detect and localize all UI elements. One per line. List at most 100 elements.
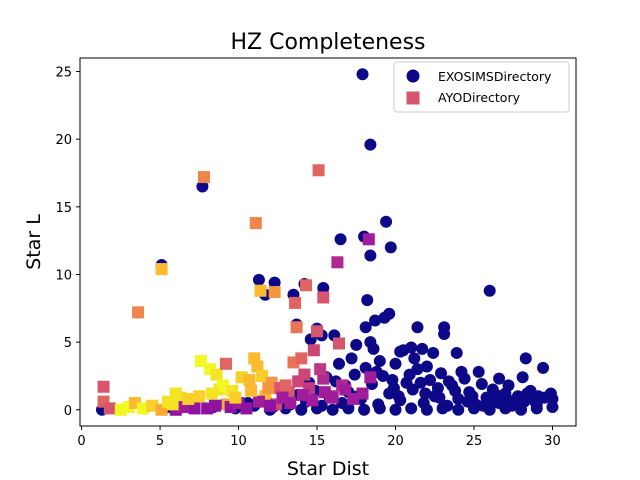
data-point-ayo (188, 402, 201, 415)
legend: EXOSIMSDirectory AYODirectory (393, 61, 570, 113)
x-tick-label: 10 (230, 434, 247, 449)
data-point-exosims (334, 233, 347, 246)
data-point-exosims (424, 374, 437, 386)
data-point-exosims (414, 376, 427, 389)
data-point-exosims (364, 138, 377, 151)
data-point-exosims (521, 387, 534, 400)
data-point-ayo (155, 263, 168, 276)
legend-box (393, 61, 570, 113)
data-point-exosims (472, 365, 485, 378)
data-point-exosims (364, 249, 377, 262)
data-point-exosims (436, 402, 449, 415)
data-point-exosims (345, 352, 358, 365)
data-point-ayo (146, 399, 159, 412)
plot-frame (79, 57, 577, 427)
data-point-ayo (256, 369, 269, 382)
data-point-exosims (477, 399, 490, 412)
data-point-ayo (216, 379, 229, 392)
data-point-ayo (193, 390, 206, 403)
data-point-exosims (268, 276, 281, 289)
data-point-ayo (254, 284, 267, 297)
data-point-ayo (194, 355, 207, 368)
data-point-ayo (198, 171, 210, 184)
data-point-exosims (537, 361, 550, 374)
x-tick-label: 20 (387, 434, 404, 449)
data-point-ayo (279, 379, 292, 392)
data-point-exosims (458, 372, 471, 385)
data-point-ayo (312, 164, 325, 177)
data-point-exosims (389, 357, 402, 370)
data-point-ayo (243, 374, 256, 386)
data-point-exosims (420, 403, 433, 416)
data-point-exosims (373, 402, 386, 415)
data-point-exosims (350, 338, 363, 351)
data-point-ayo (295, 352, 308, 365)
data-point-exosims (367, 342, 380, 355)
data-point-exosims (546, 401, 559, 414)
data-point-exosims (383, 307, 396, 320)
data-point-ayo (314, 363, 327, 376)
data-point-ayo (251, 360, 264, 373)
data-point-exosims (475, 378, 488, 391)
data-point-exosims (384, 241, 397, 254)
legend-marker-exosims (406, 69, 420, 83)
data-point-exosims (489, 388, 502, 401)
data-point-exosims (342, 402, 355, 415)
data-point-exosims (538, 391, 551, 404)
data-point-ayo (103, 402, 116, 415)
data-point-ayo (97, 380, 110, 393)
data-point-ayo (268, 286, 281, 299)
data-point-exosims (317, 282, 330, 294)
data-point-ayo (229, 391, 242, 404)
data-point-ayo (332, 337, 345, 350)
data-point-exosims (461, 395, 474, 408)
data-point-ayo (136, 402, 149, 415)
data-point-exosims (450, 346, 463, 359)
data-point-ayo (210, 368, 223, 381)
data-point-ayo (364, 371, 377, 384)
data-point-exosims (406, 383, 419, 396)
data-point-exosims (392, 390, 405, 403)
data-point-ayo (356, 387, 369, 400)
x-tick-label: 0 (77, 434, 85, 449)
data-point-exosims (452, 403, 465, 416)
data-point-ayo (245, 384, 258, 397)
data-point-ayo (219, 357, 232, 370)
legend-label-exosims: EXOSIMSDirectory (438, 69, 552, 84)
x-tick-label: 15 (309, 434, 326, 449)
data-point-ayo (284, 397, 297, 409)
data-point-ayo (339, 383, 352, 396)
data-point-ayo (132, 306, 145, 319)
y-axis: 0 5 10 15 20 25 (55, 66, 80, 419)
data-point-exosims (449, 384, 462, 397)
data-point-ayo (300, 279, 313, 292)
data-point-ayo (208, 399, 221, 412)
data-point-exosims (499, 402, 512, 415)
data-point-exosims (332, 357, 345, 370)
data-point-exosims (433, 391, 446, 404)
data-point-exosims (397, 344, 410, 357)
data-point-ayo (262, 382, 275, 395)
data-point-ayo (317, 372, 330, 385)
y-tick-label: 15 (55, 201, 72, 216)
y-tick-label: 25 (55, 66, 72, 81)
x-axis: 0 5 10 15 20 25 30 (77, 426, 561, 449)
data-point-ayo (362, 233, 375, 246)
data-point-ayo (166, 398, 179, 411)
data-point-exosims (508, 394, 521, 407)
y-tick-label: 10 (55, 268, 72, 283)
data-point-ayo (205, 387, 218, 400)
data-point-exosims (420, 360, 433, 373)
data-point-exosims (196, 180, 209, 193)
data-point-exosims (361, 294, 374, 307)
data-point-ayo (331, 256, 344, 269)
data-point-exosims (431, 382, 444, 395)
data-point-exosims (358, 403, 371, 416)
data-point-exosims (403, 368, 416, 381)
data-point-ayo (311, 325, 324, 338)
data-point-ayo (317, 291, 330, 304)
data-point-exosims (419, 387, 432, 400)
data-point-ayo (252, 395, 265, 408)
legend-label-ayo: AYODirectory (438, 90, 521, 105)
data-point-ayo (263, 399, 276, 412)
